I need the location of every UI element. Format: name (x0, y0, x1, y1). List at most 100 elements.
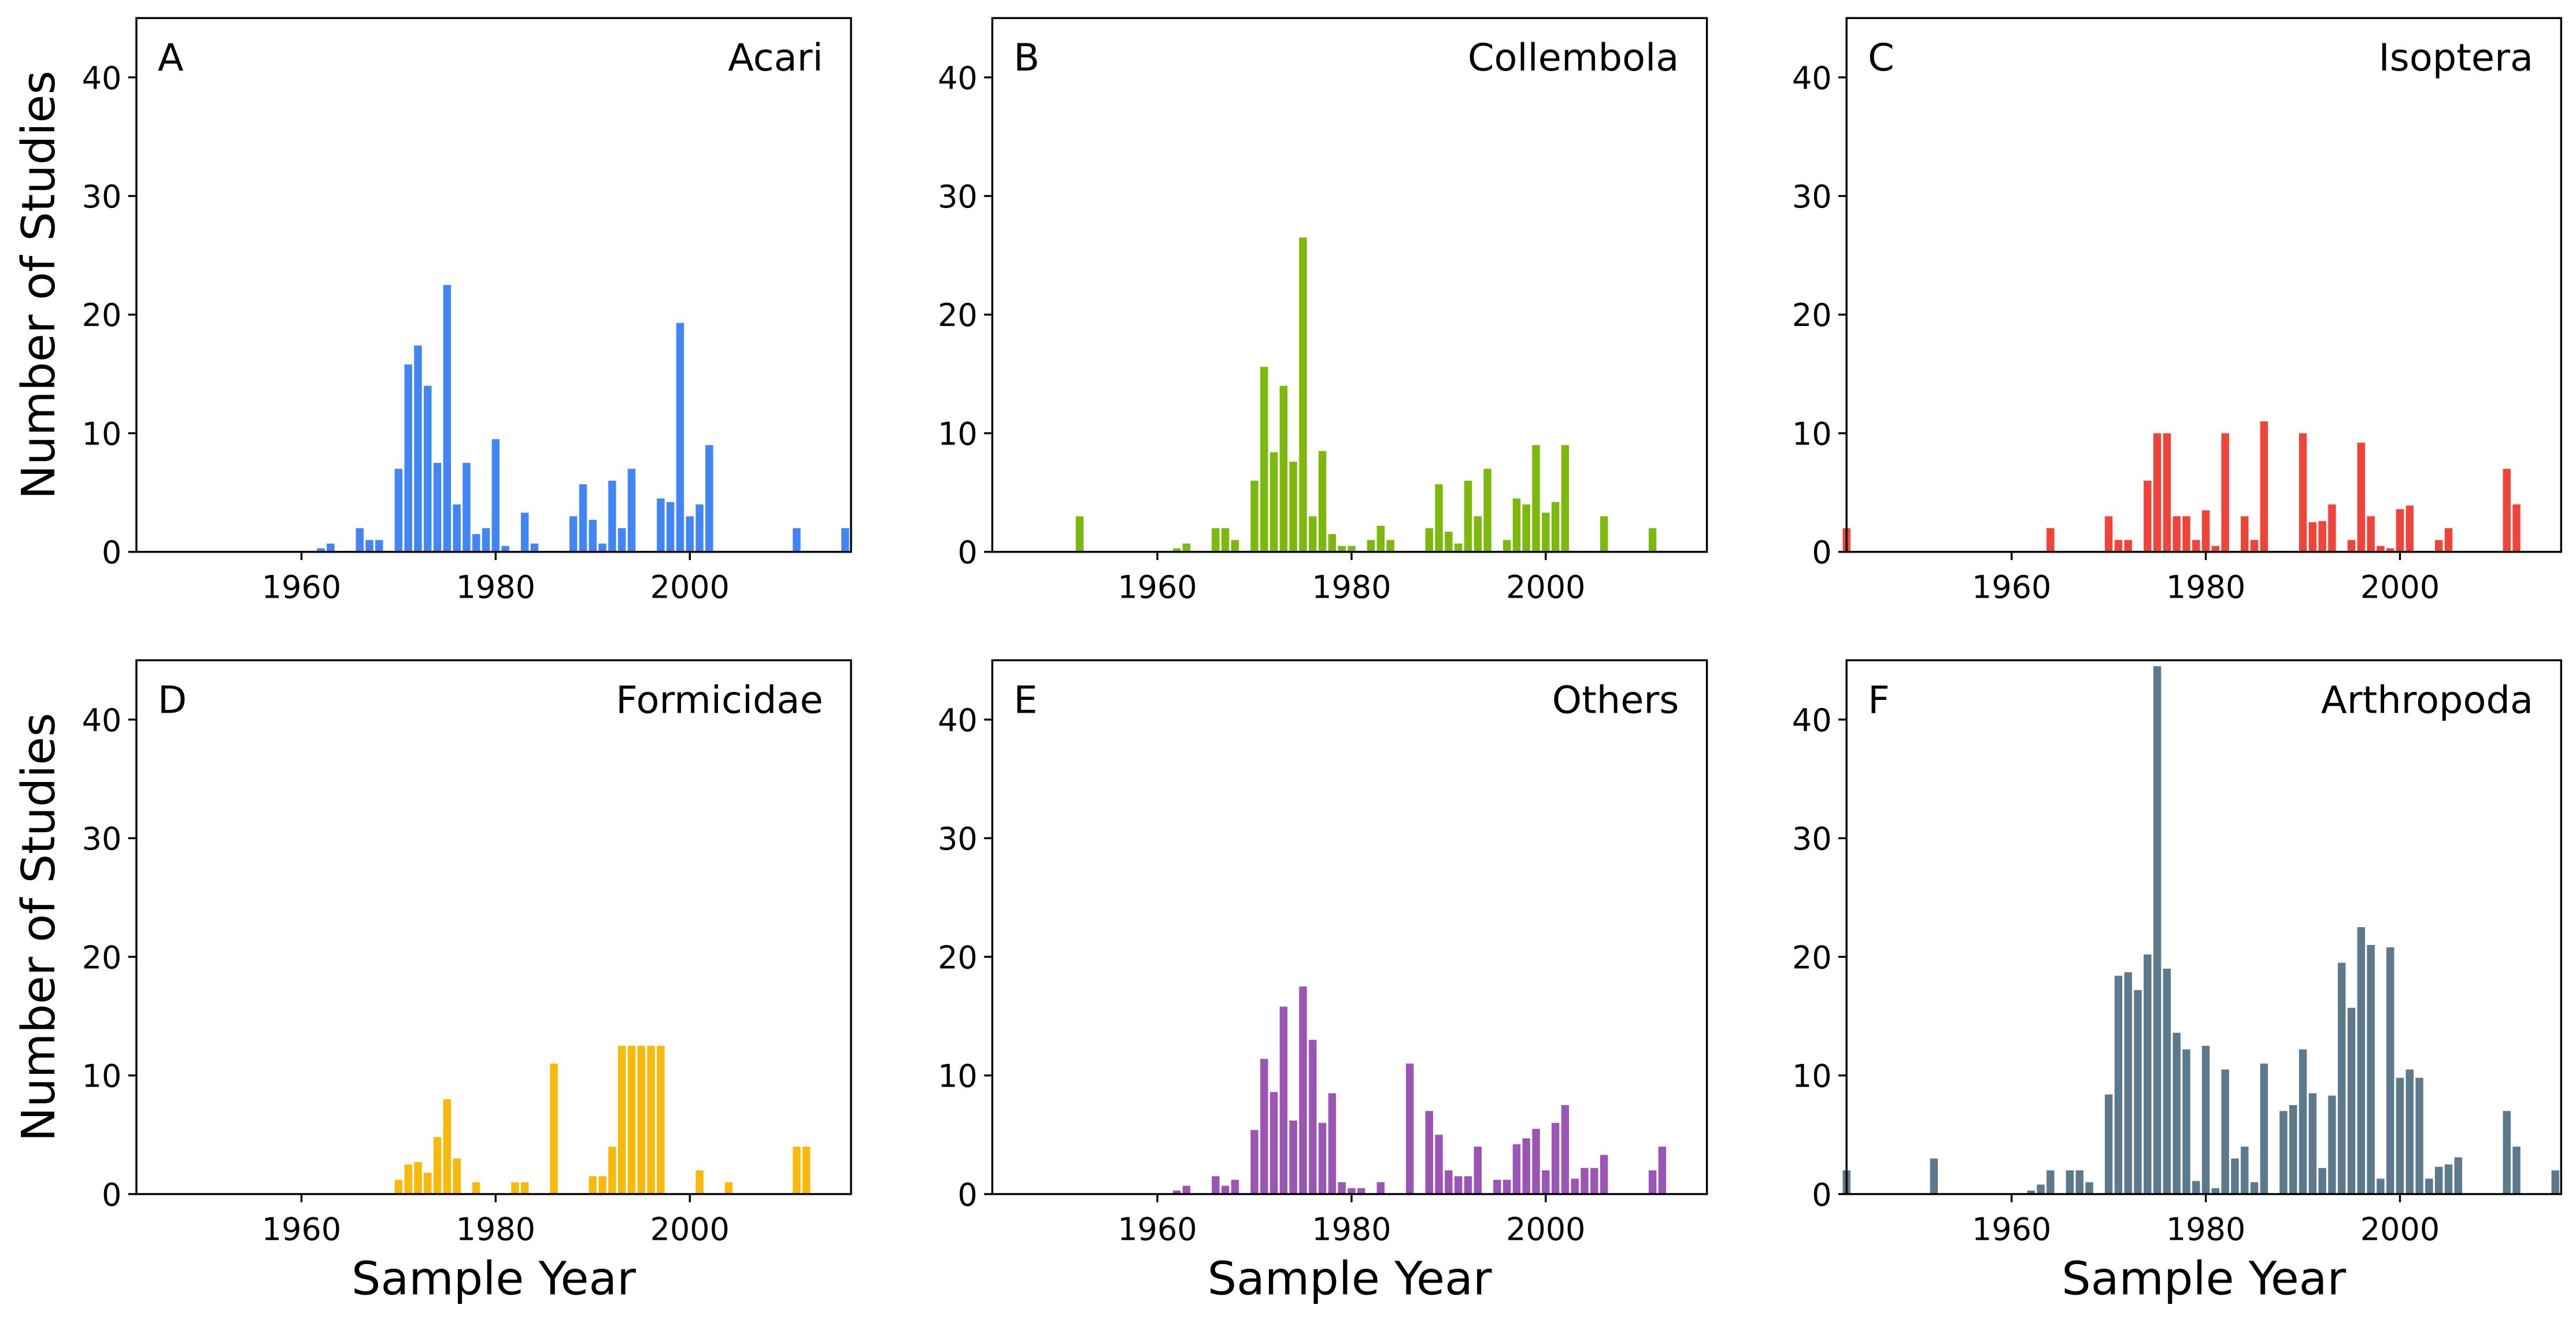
y-tick-label: 0 (102, 535, 121, 571)
bar (2444, 1164, 2453, 1194)
bar (2027, 1190, 2035, 1194)
bar (2085, 1182, 2093, 1194)
bar (356, 528, 364, 552)
y-tick-label: 30 (938, 821, 978, 857)
bar (2318, 521, 2326, 552)
bar (1231, 1180, 1239, 1194)
bar (2503, 469, 2511, 552)
bar (1454, 543, 1463, 552)
y-axis-label: Number of Studies (12, 71, 65, 499)
panel-label: F (1868, 678, 1890, 722)
bar (2396, 509, 2404, 552)
bar (1658, 1146, 1667, 1194)
bar (2250, 1182, 2259, 1194)
bar (1075, 516, 1084, 552)
bar (2066, 1170, 2074, 1194)
panel: 0 10 20 30 40 1960 1980 2000 F Arthropoda Sample Y… (1792, 659, 2563, 1305)
bar (627, 1046, 636, 1194)
bar (1435, 484, 1443, 552)
axes-frame (991, 17, 1708, 553)
y-tick-label: 20 (938, 297, 978, 333)
panel-title: Others (1552, 678, 1679, 722)
bar (1231, 540, 1239, 552)
bar (1172, 1190, 1181, 1194)
bar (1512, 1144, 1521, 1194)
bar (1522, 504, 1530, 552)
panel-label: B (1013, 36, 1039, 80)
axes-frame (135, 659, 852, 1195)
bar (394, 1180, 403, 1194)
bar (1590, 1168, 1598, 1194)
bar (2046, 1170, 2055, 1194)
bar (2512, 1146, 2521, 1194)
bar (2425, 1179, 2433, 1194)
x-axis-label: Sample Year (1208, 1251, 1492, 1305)
bar (472, 1182, 480, 1194)
bar (1405, 1063, 1414, 1194)
panel-title: Formicidae (616, 678, 823, 722)
bar (2328, 1095, 2336, 1194)
bar (2201, 510, 2210, 552)
bar (2163, 968, 2171, 1194)
bar (579, 484, 587, 552)
bar (686, 516, 694, 552)
y-tick-label: 10 (82, 416, 122, 452)
bar (2347, 1007, 2356, 1194)
bar (2124, 972, 2132, 1194)
y-tick-label: 10 (938, 1058, 978, 1095)
bar (2357, 442, 2366, 552)
bar (414, 345, 422, 552)
bar (2221, 1069, 2229, 1194)
bar (1212, 528, 1220, 552)
x-axis-label: Sample Year (351, 1251, 636, 1305)
x-tick-label: 2000 (2360, 1211, 2440, 1247)
x-tick-label: 1980 (1312, 569, 1391, 605)
bar (1561, 445, 1570, 552)
bar (618, 1046, 626, 1194)
y-tick-label: 20 (1792, 939, 1832, 976)
bar (1522, 1138, 1530, 1194)
bar (1483, 469, 1491, 552)
bar (2328, 504, 2336, 552)
bar (1182, 1185, 1191, 1194)
x-tick-label: 2000 (650, 1211, 730, 1247)
bar (2153, 433, 2162, 552)
axes-frame (1845, 17, 2563, 553)
bar (2144, 954, 2152, 1194)
bar (414, 1162, 422, 1194)
bar (1221, 1185, 1230, 1194)
bar (2415, 1077, 2423, 1194)
bar (1367, 540, 1375, 552)
bar (1454, 1176, 1463, 1194)
bar (1474, 1146, 1482, 1194)
bar (2308, 522, 2317, 552)
bar (424, 386, 432, 552)
panel: 0 10 20 30 40 1960 1980 2000 C Isoptera (1792, 17, 2563, 605)
bar (462, 462, 471, 552)
bar (2046, 528, 2055, 552)
bar (1502, 1180, 1511, 1194)
bar (2192, 1181, 2200, 1194)
bar (2551, 1170, 2559, 1194)
x-tick-label: 1960 (262, 569, 341, 605)
bar (1299, 986, 1307, 1194)
y-tick-label: 40 (1792, 702, 1832, 739)
bar (1260, 1058, 1268, 1194)
y-tick-label: 40 (82, 60, 122, 97)
bar (618, 528, 626, 552)
y-tick-label: 20 (82, 297, 122, 333)
bar (365, 540, 373, 552)
bar (637, 1046, 646, 1194)
bar (1571, 1179, 1579, 1194)
bar (608, 1146, 616, 1194)
bar (491, 439, 500, 552)
bar (1221, 528, 1230, 552)
bar (1542, 1170, 1550, 1194)
bar (802, 1146, 810, 1194)
panel-title: Acari (728, 36, 823, 80)
y-tick-label: 0 (958, 1177, 978, 1213)
bar (1376, 1182, 1385, 1194)
bar (2241, 516, 2249, 552)
bar (511, 1182, 519, 1194)
